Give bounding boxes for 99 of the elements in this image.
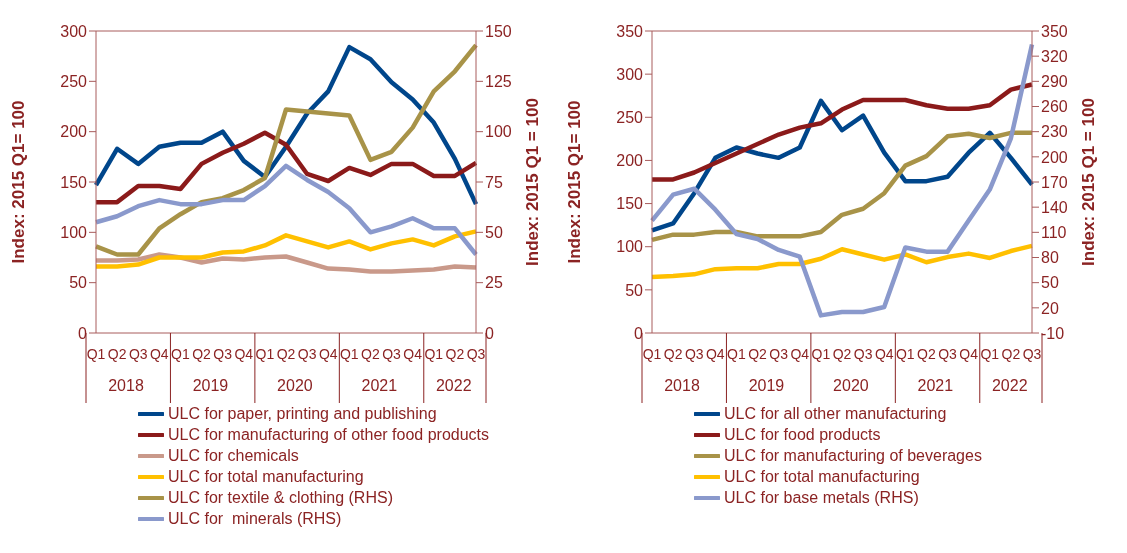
legend-label: ULC for all other manufacturing bbox=[724, 404, 947, 424]
x-tick-label: Q4 bbox=[234, 346, 254, 362]
x-tick-label: Q1 bbox=[811, 346, 831, 362]
x-tick-label: Q4 bbox=[705, 346, 725, 362]
text: 2021 bbox=[917, 377, 954, 394]
legend-label: ULC for base metals (RHS) bbox=[724, 488, 919, 508]
y2-tick-label: 140 bbox=[1041, 198, 1068, 216]
x-tick-label: Q4 bbox=[403, 346, 423, 362]
x-tick-label: Q4 bbox=[874, 346, 894, 362]
x-tick-label: Q2 bbox=[107, 346, 127, 362]
y2-tick-label: 50 bbox=[485, 224, 503, 242]
y2-tick-label: 200 bbox=[1041, 148, 1068, 166]
x-tick-label: Q1 bbox=[727, 346, 746, 362]
y2-tick-label: 350 bbox=[1041, 22, 1068, 40]
y-tick-label: 50 bbox=[625, 281, 644, 299]
y2-tick-label: 75 bbox=[485, 173, 503, 191]
y2-tick-label: -10 bbox=[1041, 324, 1065, 342]
y2-tick-label: 170 bbox=[1041, 173, 1068, 191]
legend-label: ULC for total manufacturing bbox=[724, 467, 920, 487]
y2-tick-label: 125 bbox=[485, 73, 512, 91]
text: 2019 bbox=[192, 377, 229, 394]
legend-label: ULC for food products bbox=[724, 425, 881, 445]
y2-axis-title: Index: 2015 Q1 = 100 bbox=[523, 98, 543, 266]
y-axis-title: Index: 2015 Q1= 100 bbox=[565, 100, 585, 264]
x-tick-label: Q3 bbox=[684, 346, 704, 362]
y-tick-label: 250 bbox=[616, 108, 644, 126]
y2-tick-label: 50 bbox=[1041, 274, 1059, 292]
x-tick-label: Q2 bbox=[1001, 346, 1021, 362]
x-tick-label: Q2 bbox=[832, 346, 852, 362]
text: 2021 bbox=[361, 377, 398, 394]
line-series bbox=[93, 44, 479, 207]
x-tick-label: Q2 bbox=[917, 346, 936, 362]
legend-label: ULC for chemicals bbox=[168, 446, 299, 466]
x-tick-label: Q2 bbox=[748, 346, 768, 362]
x-tick-label: Q2 bbox=[445, 346, 465, 362]
x-tick-label: Q1 bbox=[171, 346, 190, 362]
x-tick-label: Q3 bbox=[297, 346, 317, 362]
x-tick-label: Q2 bbox=[192, 346, 212, 362]
y-tick-label: 150 bbox=[616, 195, 644, 213]
legend-label: ULC for total manufacturing bbox=[168, 467, 364, 487]
x-tick-label: Q1 bbox=[86, 346, 106, 362]
x-tick-label: Q3 bbox=[466, 346, 486, 362]
x-tick-label: Q2 bbox=[663, 346, 683, 362]
y-tick-label: 250 bbox=[60, 73, 88, 91]
x-tick-label: Q3 bbox=[128, 346, 148, 362]
y2-tick-label: 80 bbox=[1041, 249, 1059, 267]
y-axis-title: Index: 2015 Q1= 100 bbox=[9, 100, 29, 264]
x-tick-label: Q1 bbox=[642, 346, 662, 362]
y-tick-label: 100 bbox=[616, 238, 644, 256]
x-tick-label: Q4 bbox=[790, 346, 810, 362]
x-tick-label: Q3 bbox=[1022, 346, 1042, 362]
x-tick-label: Q3 bbox=[213, 346, 233, 362]
x-tick-label: Q1 bbox=[895, 346, 915, 362]
y-tick-label: 50 bbox=[69, 274, 88, 292]
text: 2022 bbox=[435, 377, 472, 394]
text: 2018 bbox=[108, 377, 144, 394]
x-tick-label: Q3 bbox=[382, 346, 402, 362]
y2-tick-label: 25 bbox=[485, 274, 503, 292]
y-tick-label: 200 bbox=[60, 123, 88, 141]
text: 2020 bbox=[277, 377, 313, 394]
y2-tick-label: 320 bbox=[1041, 47, 1068, 65]
x-tick-label: Q3 bbox=[769, 346, 789, 362]
y2-tick-label: 20 bbox=[1041, 299, 1059, 317]
legend-label: ULC for paper, printing and publishing bbox=[168, 404, 437, 424]
x-tick-label: Q4 bbox=[149, 346, 169, 362]
y2-tick-label: 0 bbox=[485, 324, 494, 342]
x-tick-label: Q3 bbox=[938, 346, 958, 362]
legend-label: ULC for minerals (RHS) bbox=[168, 509, 342, 529]
text: 2020 bbox=[833, 377, 869, 394]
y2-tick-label: 110 bbox=[1041, 224, 1067, 242]
legend-label: ULC for textile & clothing (RHS) bbox=[168, 488, 393, 508]
legend-label: ULC for manufacturing of other food products bbox=[168, 425, 490, 445]
y2-tick-label: 230 bbox=[1041, 123, 1068, 141]
y2-tick-label: 150 bbox=[485, 22, 512, 40]
text: 2018 bbox=[664, 377, 700, 394]
x-tick-label: Q1 bbox=[255, 346, 275, 362]
y2-tick-label: 290 bbox=[1041, 73, 1068, 91]
legend-label: ULC for manufacturing of beverages bbox=[724, 446, 982, 466]
x-tick-label: Q1 bbox=[424, 346, 444, 362]
y-tick-label: 0 bbox=[78, 324, 88, 342]
y-tick-label: 150 bbox=[60, 173, 88, 191]
text: 2019 bbox=[748, 377, 785, 394]
x-tick-label: Q2 bbox=[361, 346, 380, 362]
x-tick-label: Q4 bbox=[318, 346, 338, 362]
text: 2022 bbox=[991, 377, 1028, 394]
y-tick-label: 0 bbox=[634, 324, 644, 342]
y2-tick-label: 100 bbox=[485, 123, 512, 141]
y-tick-label: 300 bbox=[60, 22, 88, 40]
x-tick-label: Q4 bbox=[959, 346, 979, 362]
x-tick-label: Q3 bbox=[853, 346, 873, 362]
x-tick-label: Q1 bbox=[980, 346, 1000, 362]
x-tick-label: Q2 bbox=[276, 346, 296, 362]
y-tick-label: 350 bbox=[616, 22, 644, 40]
y2-tick-label: 260 bbox=[1041, 98, 1068, 116]
y-tick-label: 200 bbox=[616, 152, 644, 170]
y-tick-label: 300 bbox=[616, 65, 644, 83]
y-tick-label: 100 bbox=[60, 224, 88, 242]
x-tick-label: Q1 bbox=[339, 346, 359, 362]
y2-axis-title: Index: 2015 Q1 = 100 bbox=[1079, 98, 1099, 266]
